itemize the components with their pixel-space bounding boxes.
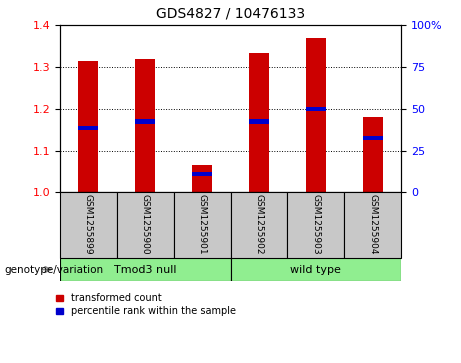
Legend: transformed count, percentile rank within the sample: transformed count, percentile rank withi… (56, 293, 236, 317)
Bar (135, 119, 155, 123)
Bar (363, 136, 383, 140)
Bar (60, 192, 117, 258)
Bar (60, 258, 230, 281)
Text: Tmod3 null: Tmod3 null (114, 265, 177, 274)
Bar (249, 119, 269, 123)
Text: genotype/variation: genotype/variation (5, 265, 104, 274)
Bar (174, 192, 230, 258)
Text: GSM1255904: GSM1255904 (368, 194, 377, 255)
Text: GSM1255903: GSM1255903 (311, 194, 320, 255)
Text: GSM1255901: GSM1255901 (198, 194, 207, 255)
Bar (306, 38, 326, 192)
Bar (249, 53, 269, 192)
Text: GSM1255899: GSM1255899 (84, 194, 93, 255)
Bar (287, 192, 344, 258)
Title: GDS4827 / 10476133: GDS4827 / 10476133 (156, 6, 305, 20)
Bar (117, 192, 174, 258)
Bar (306, 107, 326, 111)
Text: GSM1255902: GSM1255902 (254, 194, 263, 255)
Bar (135, 59, 155, 192)
Bar (344, 192, 401, 258)
Bar (230, 258, 401, 281)
Text: wild type: wild type (290, 265, 341, 274)
Bar (78, 126, 98, 130)
Bar (192, 171, 212, 176)
Bar (363, 117, 383, 192)
Text: GSM1255900: GSM1255900 (141, 194, 150, 255)
Bar (78, 61, 98, 192)
Bar (192, 165, 212, 192)
Bar (230, 192, 287, 258)
